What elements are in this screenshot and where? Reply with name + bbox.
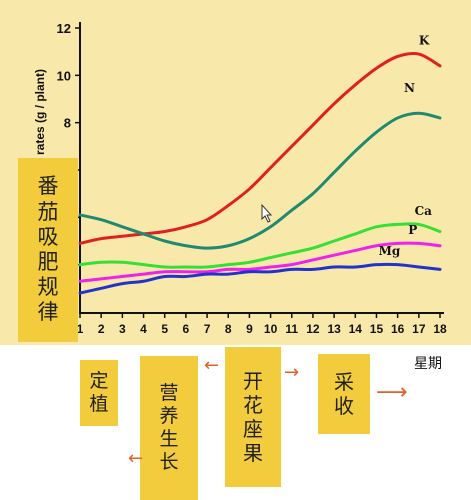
x-tick-label: 17 — [412, 322, 426, 336]
x-tick-label: 11 — [285, 322, 298, 336]
stage-flowering-char: 果 — [243, 441, 263, 465]
y-tick-label: 12 — [57, 21, 71, 36]
stage-flowering-char: 花 — [243, 393, 263, 417]
series-label-ca: Ca — [415, 204, 433, 218]
x-axis-name: 星期 — [414, 356, 442, 372]
x-tick-label: 1 — [77, 322, 84, 336]
y-tick-label: 10 — [57, 68, 71, 83]
stage-harvest-char: 收 — [334, 394, 354, 418]
stage-vegetative-char: 营 — [159, 382, 179, 405]
x-tick-label: 15 — [370, 322, 384, 336]
x-tick-label: 14 — [349, 322, 363, 336]
x-tick-label: 5 — [161, 322, 168, 336]
x-tick-label: 9 — [246, 322, 253, 336]
series-label-n: N — [404, 81, 415, 95]
stage-harvest-label: 采收 — [318, 354, 370, 434]
x-tick-label: 8 — [225, 322, 232, 336]
series-line-n — [78, 111, 442, 250]
x-tick-label: 6 — [183, 322, 190, 336]
title-char: 规 — [37, 275, 59, 300]
title-char: 茄 — [37, 199, 59, 224]
series-label-mg: Mg — [379, 244, 401, 258]
x-tick-label: 3 — [119, 322, 126, 336]
stage-vegetative-label: 营养生长 — [140, 356, 198, 500]
series-line-ca — [78, 222, 442, 269]
series-line-p — [78, 241, 442, 283]
x-tick-label: 13 — [327, 322, 341, 336]
title-char: 吸 — [37, 224, 59, 249]
stage-vegetative-char: 生 — [159, 428, 179, 450]
y-tick-label: 8 — [64, 116, 71, 131]
x-tick-label: 7 — [204, 322, 211, 336]
x-tick-label: 16 — [391, 322, 405, 336]
title-char: 番 — [37, 174, 59, 199]
stage-flowering-char: 开 — [243, 369, 263, 393]
x-tick-label: 18 — [433, 322, 447, 336]
stage-planting-label: 定植 — [80, 360, 118, 426]
stage-flowering-label: 开花座果 — [225, 347, 281, 487]
stage-flowering-char: 座 — [243, 417, 263, 441]
title-char: 肥 — [37, 250, 59, 274]
series-label-k: K — [419, 34, 430, 48]
y-axis-label: rates (g / plant) — [33, 69, 47, 155]
stage-harvest-char: 采 — [334, 370, 354, 394]
mouse-cursor-icon — [261, 203, 273, 223]
stage-vegetative-char: 养 — [159, 405, 179, 428]
series-line-mg — [78, 262, 442, 295]
title-vertical-label: 番茄吸肥规律 — [18, 158, 78, 342]
arrow-down-left-icon: ← — [128, 448, 144, 469]
arrow-left-icon: ← — [204, 355, 220, 376]
x-tick-label: 10 — [264, 322, 278, 336]
stage-vegetative-char: 长 — [159, 450, 179, 473]
stage-planting-char: 植 — [89, 393, 109, 415]
x-tick-label: 12 — [306, 322, 320, 336]
stage-planting-char: 定 — [89, 370, 109, 393]
arrow-right-icon: → — [284, 362, 300, 383]
title-char: 律 — [37, 300, 59, 325]
arrow-long-right-icon: ⟶ — [376, 380, 408, 405]
series-label-p: P — [408, 223, 417, 237]
x-tick-label: 2 — [98, 322, 105, 336]
x-tick-label: 4 — [140, 322, 147, 336]
